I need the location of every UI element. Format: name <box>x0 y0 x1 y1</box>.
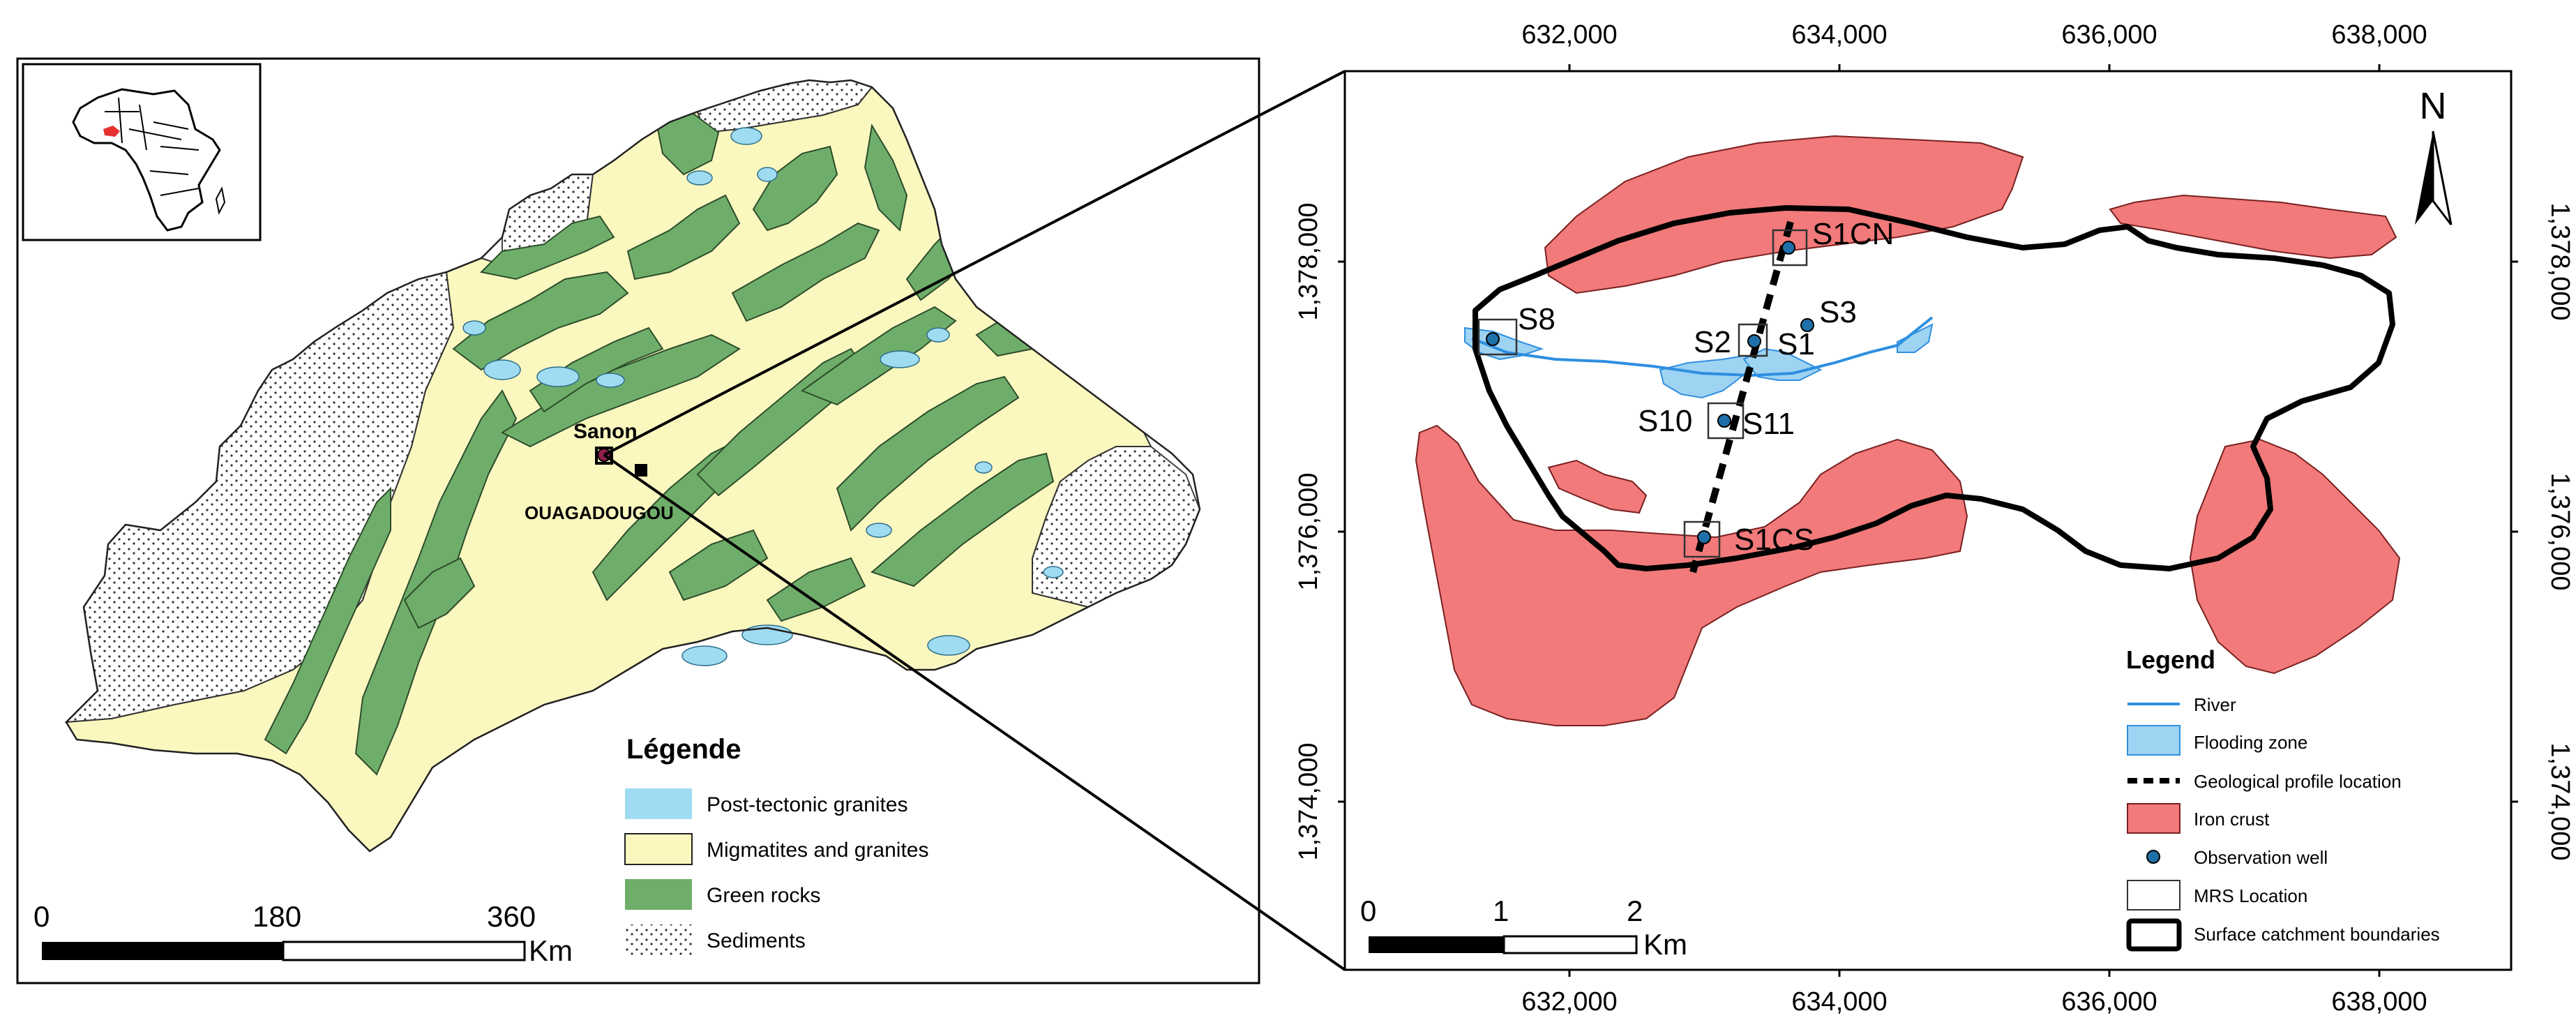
observation-wells <box>1486 241 1814 544</box>
legend-mrs: MRS Location <box>2194 885 2307 906</box>
label-s1: S1 <box>1777 327 1815 361</box>
label-s1cs: S1CS <box>1734 523 1814 557</box>
x-tick-bottom-636000: 636,000 <box>2061 987 2157 1017</box>
river-line <box>1471 316 1934 377</box>
ouagadougou-point <box>635 464 647 477</box>
y-tick-right-1376000: 1,376,000 <box>2545 472 2575 590</box>
left-scale-tick-180: 180 <box>253 900 301 933</box>
catchment-boundary <box>1472 205 2395 571</box>
y-tick-left-1376000: 1,376,000 <box>1294 472 1323 590</box>
iron-crust-southeast <box>2189 438 2401 675</box>
sanon-label: Sanon <box>573 420 638 443</box>
well-s10-s11 <box>1717 414 1731 428</box>
burkina-geology <box>64 79 1201 853</box>
label-s8: S8 <box>1518 302 1556 336</box>
right-legend: Legend River Flooding zone Geological pr… <box>2126 645 2440 952</box>
well-s8 <box>1486 332 1500 346</box>
left-scale-bar: 0 180 360 Km <box>33 900 573 967</box>
x-tick-top-632000: 632,000 <box>1521 20 1617 50</box>
legend-river: River <box>2194 694 2236 715</box>
legend-label-sediments: Sediments <box>707 929 806 952</box>
legend-well: Observation well <box>2194 847 2328 868</box>
left-legend: Légende Post-tectonic granites Migmatite… <box>624 734 929 955</box>
y-tick-right-1374000: 1,374,000 <box>2545 742 2575 860</box>
legend-swatch-green-rocks <box>625 879 692 910</box>
left-scale-tick-360: 360 <box>487 900 536 933</box>
iron-crust-south <box>1415 424 1968 726</box>
iron-crust-north <box>1544 135 2024 294</box>
geological-profile <box>1689 220 1794 574</box>
ouagadougou-label: OUAGADOUGOU <box>525 502 674 523</box>
legend-catchment: Surface catchment boundaries <box>2194 924 2440 945</box>
label-s10: S10 <box>1638 404 1692 438</box>
africa-inset <box>22 63 262 241</box>
x-tick-top-634000: 634,000 <box>1791 20 1887 50</box>
legend-swatch-migmatites <box>624 833 693 865</box>
x-tick-bottom-632000: 632,000 <box>1521 987 1617 1017</box>
well-s1cn <box>1782 241 1795 255</box>
legend-label-post-tectonic: Post-tectonic granites <box>707 793 907 816</box>
green-rock-belts <box>264 110 1069 776</box>
iron-crust-northeast <box>2109 194 2397 260</box>
mrs-locations <box>1477 229 1808 558</box>
label-s2: S2 <box>1694 325 1731 359</box>
x-tick-top-638000: 638,000 <box>2331 20 2427 50</box>
right-scale-bar: 0 1 2 Km <box>1360 894 1687 961</box>
legend-iron-crust: Iron crust <box>2194 809 2270 830</box>
country-outline <box>65 79 1201 853</box>
burkina-highlight <box>103 126 120 137</box>
legend-label-migmatites: Migmatites and granites <box>707 839 929 862</box>
right-map-panel: 632,000 634,000 636,000 638,000 632,000 … <box>1294 20 2575 1017</box>
y-tick-left-1374000: 1,374,000 <box>1294 742 1323 860</box>
label-s11: S11 <box>1742 407 1795 441</box>
x-tick-bottom-638000: 638,000 <box>2331 987 2427 1017</box>
north-arrow: N <box>2415 85 2453 225</box>
iron-crust-west-small <box>1547 459 1648 514</box>
right-scale-tick-2: 2 <box>1627 894 1643 927</box>
y-tick-right-1378000: 1,378,000 <box>2545 202 2575 320</box>
right-legend-title: Legend <box>2126 645 2215 674</box>
left-legend-title: Légende <box>626 734 741 765</box>
legend-swatch-sediments <box>625 924 692 955</box>
zoom-connector <box>595 70 1346 971</box>
right-scale-tick-0: 0 <box>1360 894 1376 927</box>
x-tick-top-636000: 636,000 <box>2061 20 2157 50</box>
right-scale-tick-1: 1 <box>1493 894 1509 927</box>
well-s3 <box>1800 318 1814 332</box>
post-tectonic-granites <box>462 127 1064 666</box>
left-map-panel: Sanon OUAGADOUGOU Légende Post-tectonic … <box>16 57 1260 984</box>
legend-profile: Geological profile location <box>2194 771 2402 792</box>
legend-flooding: Flooding zone <box>2194 732 2307 753</box>
well-s2-s1 <box>1747 334 1761 348</box>
africa-outline <box>72 88 221 232</box>
well-s1cs <box>1697 530 1711 544</box>
label-s1cn: S1CN <box>1812 217 1894 251</box>
legend-swatch-post-tectonic <box>625 788 692 819</box>
left-scale-unit: Km <box>529 934 573 967</box>
x-tick-bottom-634000: 634,000 <box>1791 987 1887 1017</box>
y-tick-left-1378000: 1,378,000 <box>1294 202 1323 320</box>
right-scale-unit: Km <box>1643 928 1687 961</box>
iron-crust-areas <box>1415 135 2401 726</box>
north-label: N <box>2420 85 2447 127</box>
legend-label-green-rocks: Green rocks <box>707 884 820 907</box>
left-scale-tick-0: 0 <box>33 900 50 933</box>
label-s3: S3 <box>1819 295 1857 329</box>
